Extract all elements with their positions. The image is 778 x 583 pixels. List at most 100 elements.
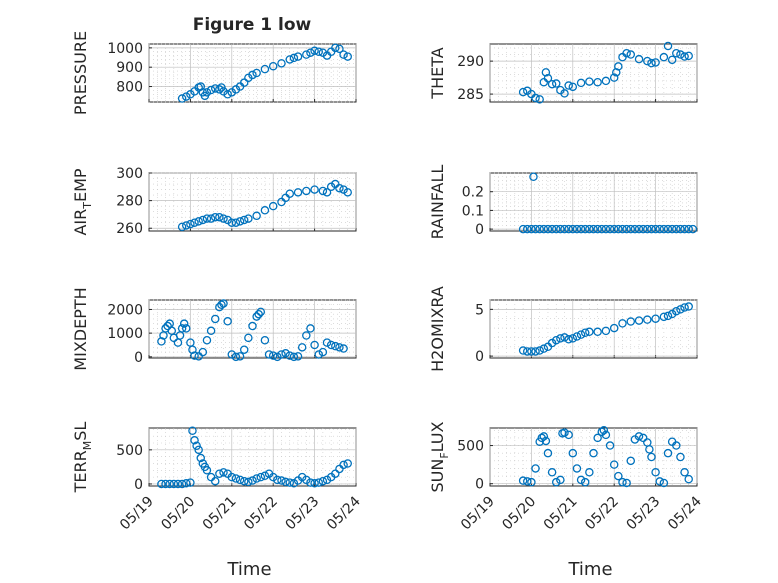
x-axis-label: Time xyxy=(226,559,271,580)
data-point xyxy=(165,479,174,489)
data-point xyxy=(254,309,263,319)
data-point xyxy=(585,224,594,234)
y-tick-label: 2000 xyxy=(107,302,143,318)
data-point xyxy=(215,212,224,222)
data-point xyxy=(547,468,557,477)
y-axis-label: H2OMIXRA xyxy=(428,286,447,372)
data-point xyxy=(626,317,636,326)
data-point xyxy=(322,338,332,347)
data-point xyxy=(177,324,187,333)
data-point xyxy=(576,224,586,234)
data-point xyxy=(210,84,220,93)
figure-title: Figure 1 low xyxy=(193,15,312,35)
data-point xyxy=(645,445,654,454)
data-point xyxy=(684,224,693,234)
data-point xyxy=(235,475,245,485)
data-point xyxy=(306,324,315,333)
data-point xyxy=(239,78,249,87)
data-point xyxy=(235,217,245,226)
data-point xyxy=(539,344,549,353)
data-point xyxy=(192,441,201,450)
data-point xyxy=(638,433,648,443)
data-point xyxy=(667,55,677,65)
data-point xyxy=(169,479,179,489)
data-point xyxy=(198,347,208,357)
data-point xyxy=(235,352,245,361)
data-point xyxy=(614,62,623,71)
data-point xyxy=(281,349,290,358)
data-point xyxy=(215,85,224,94)
x-tick-label: 05/20 xyxy=(158,494,198,534)
data-point xyxy=(260,335,270,345)
data-point xyxy=(535,95,544,104)
data-point xyxy=(585,77,594,86)
data-point xyxy=(244,333,253,343)
data-point xyxy=(680,52,689,61)
data-point xyxy=(177,479,187,489)
data-point xyxy=(310,185,319,194)
subplot-h2omixra: 0 5 H2OMIXRA xyxy=(428,286,698,372)
data-point xyxy=(219,299,228,308)
data-point xyxy=(663,311,673,321)
data-point xyxy=(219,468,228,477)
data-point xyxy=(543,224,553,234)
data-point xyxy=(551,224,561,234)
data-point xyxy=(541,436,551,446)
data-point xyxy=(676,305,685,314)
data-point xyxy=(643,315,652,324)
x-tick-label: 05/19 xyxy=(117,494,157,534)
data-point xyxy=(676,452,685,462)
data-point xyxy=(680,224,689,234)
data-point xyxy=(244,477,253,487)
data-point xyxy=(576,475,586,485)
data-point xyxy=(335,44,344,54)
data-point xyxy=(268,351,278,360)
data-point xyxy=(182,324,191,333)
data-point xyxy=(531,347,540,356)
data-point xyxy=(190,436,199,445)
data-point xyxy=(551,79,561,88)
data-point xyxy=(618,477,627,487)
y-tick-label: 0 xyxy=(475,477,484,493)
data-point xyxy=(302,186,311,196)
data-point xyxy=(626,224,636,234)
data-point xyxy=(273,352,282,362)
data-point xyxy=(252,474,261,483)
y-tick-label: 290 xyxy=(457,54,484,70)
data-point xyxy=(647,224,656,234)
data-point xyxy=(289,53,299,63)
y-tick-label: 0 xyxy=(134,477,143,493)
y-tick-label: 0 xyxy=(475,349,484,365)
data-point xyxy=(318,186,328,196)
data-point xyxy=(535,346,544,355)
axes-box xyxy=(148,172,357,232)
data-point xyxy=(335,343,344,352)
data-point xyxy=(293,52,303,61)
data-point xyxy=(223,90,232,99)
data-point xyxy=(643,56,652,66)
data-point xyxy=(239,215,249,225)
data-point xyxy=(609,73,619,82)
data-point xyxy=(314,350,323,359)
data-point xyxy=(273,475,282,485)
data-point xyxy=(190,351,199,360)
data-point xyxy=(186,478,195,487)
data-point xyxy=(523,224,532,234)
data-point xyxy=(281,477,290,487)
data-point xyxy=(339,344,348,353)
data-point xyxy=(277,59,286,68)
data-point xyxy=(260,64,270,74)
data-point xyxy=(310,479,319,488)
y-tick-label: 5 xyxy=(475,302,484,318)
data-point xyxy=(518,476,528,485)
data-point xyxy=(609,323,619,333)
data-point xyxy=(268,201,278,211)
data-point xyxy=(331,469,340,478)
data-point xyxy=(331,341,340,351)
data-point xyxy=(614,471,623,481)
data-point xyxy=(231,218,241,227)
data-point xyxy=(297,343,307,352)
x-tick-label: 05/24 xyxy=(665,493,705,533)
data-point xyxy=(335,183,344,193)
data-point xyxy=(157,479,166,489)
